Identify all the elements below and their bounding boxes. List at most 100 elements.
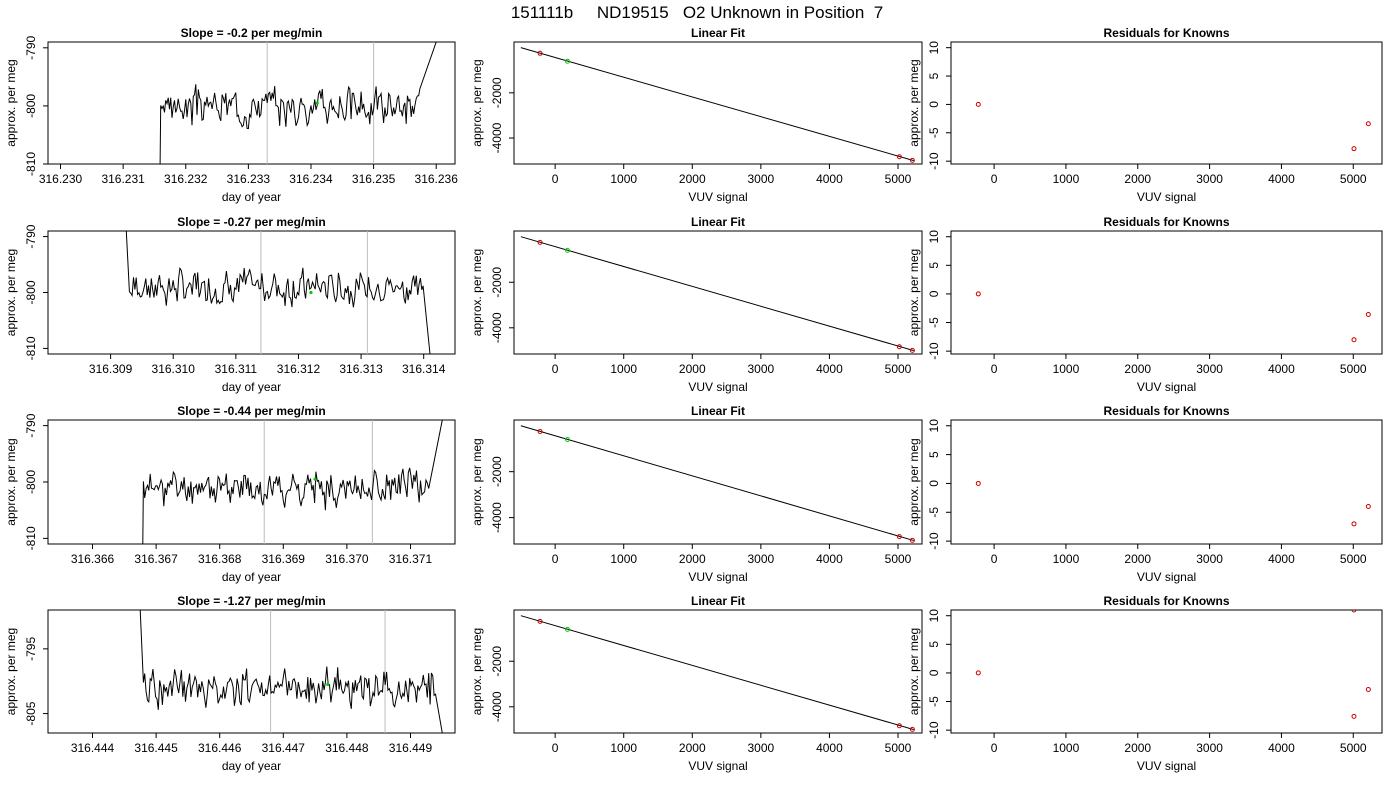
plot-area — [975, 291, 1371, 343]
known-point — [896, 344, 902, 350]
y-tick-label: -790 — [24, 413, 38, 437]
x-tick-label: 0 — [552, 552, 559, 566]
fit-line — [520, 425, 914, 542]
x-tick-label: 316.446 — [198, 741, 242, 755]
x-tick-label: 2000 — [1124, 741, 1151, 755]
plot-frame — [950, 230, 1383, 355]
x-axis-label: VUV signal — [1137, 380, 1196, 394]
y-axis-label: approx. per meg — [4, 438, 18, 525]
x-tick-label: 4000 — [1268, 741, 1295, 755]
y-tick-label: -4000 — [490, 691, 504, 722]
panel-r2-fit: Linear Fit VUV signal approx. per meg 0 1000… — [470, 215, 923, 394]
known-point — [909, 347, 915, 353]
x-axis-label: day of year — [222, 759, 281, 773]
plot-frame — [513, 230, 923, 355]
panel-r4-fit: Linear Fit VUV signal approx. per meg 0 1000… — [470, 594, 923, 773]
plot-area — [142, 420, 443, 544]
panel-title: Linear Fit — [691, 215, 745, 229]
residual-point — [1351, 713, 1357, 719]
unknown-point — [315, 101, 319, 105]
known-point — [537, 428, 543, 434]
y-axis-label: approx. per meg — [907, 628, 921, 715]
signal-trace — [125, 231, 431, 354]
x-tick-label: 4000 — [816, 172, 843, 186]
residual-point — [1351, 521, 1357, 527]
known-point — [909, 537, 915, 543]
x-tick-label: 0 — [552, 172, 559, 186]
known-point — [537, 50, 543, 56]
plot-area — [520, 47, 915, 163]
y-axis-label: approx. per meg — [470, 438, 484, 525]
x-axis-label: VUV signal — [688, 759, 747, 773]
residual-point — [975, 480, 981, 486]
y-tick-label: -5 — [927, 317, 941, 328]
y-axis-label: approx. per meg — [470, 249, 484, 336]
x-tick-label: 3000 — [1196, 172, 1223, 186]
plot-area — [520, 615, 915, 732]
panel-title: Linear Fit — [691, 594, 745, 608]
x-tick-label: 4000 — [1268, 552, 1295, 566]
x-tick-label: 2000 — [1124, 552, 1151, 566]
plot-frame — [950, 419, 1383, 545]
y-tick-label: 10 — [927, 230, 941, 244]
y-tick-label: 0 — [927, 480, 941, 487]
plot-frame — [47, 41, 456, 165]
unknown-point — [564, 247, 570, 253]
x-tick-label: 316.367 — [134, 552, 178, 566]
x-tick-label: 316.234 — [289, 172, 333, 186]
panel-title: Slope = -0.27 per meg/min — [177, 215, 325, 229]
x-tick-label: 5000 — [885, 362, 912, 376]
x-tick-label: 3000 — [748, 741, 775, 755]
x-tick-label: 316.313 — [339, 362, 383, 376]
residual-point — [1351, 610, 1357, 613]
y-tick-label: -4000 — [490, 312, 504, 343]
x-tick-label: 5000 — [1340, 362, 1367, 376]
fit-line — [520, 236, 914, 352]
x-tick-label: 316.236 — [415, 172, 459, 186]
y-tick-label: -800 — [24, 470, 38, 494]
panel-title: Residuals for Knowns — [1103, 26, 1229, 40]
known-point — [537, 618, 543, 624]
panel-r2-resid: Residuals for Knowns VUV signal approx. pe… — [907, 215, 1383, 394]
x-tick-label: 2000 — [679, 552, 706, 566]
y-axis-label: approx. per meg — [470, 59, 484, 146]
x-tick-label: 0 — [991, 362, 998, 376]
unknown-point — [326, 682, 330, 687]
fit-line — [520, 615, 914, 731]
y-tick-label: -810 — [24, 526, 38, 550]
x-tick-label: 5000 — [1340, 552, 1367, 566]
x-axis-label: VUV signal — [688, 570, 747, 584]
panel-title: Linear Fit — [691, 26, 745, 40]
y-tick-label: 10 — [927, 419, 941, 433]
x-axis-label: day of year — [222, 570, 281, 584]
x-tick-label: 5000 — [885, 172, 912, 186]
x-tick-label: 316.447 — [262, 741, 306, 755]
y-tick-label: -2000 — [490, 646, 504, 677]
x-tick-label: 316.368 — [198, 552, 242, 566]
y-tick-label: -10 — [927, 721, 941, 739]
panel-title: Slope = -1.27 per meg/min — [177, 594, 325, 608]
x-tick-label: 2000 — [1124, 172, 1151, 186]
x-tick-label: 0 — [991, 552, 998, 566]
figure-title: 151111b ND19515 O2 Unknown in Position 7 — [511, 3, 883, 22]
x-tick-label: 1000 — [610, 741, 637, 755]
y-tick-label: -5 — [927, 127, 941, 138]
y-tick-label: 0 — [927, 101, 941, 108]
x-tick-label: 5000 — [885, 552, 912, 566]
panel-r2-trace: Slope = -0.27 per meg/min day of year appr… — [4, 215, 456, 394]
y-tick-label: -810 — [24, 336, 38, 360]
x-axis-label: VUV signal — [1137, 759, 1196, 773]
x-tick-label: 3000 — [748, 552, 775, 566]
x-tick-label: 316.448 — [325, 741, 369, 755]
y-tick-label: -10 — [927, 532, 941, 550]
panel-r3-resid: Residuals for Knowns VUV signal approx. pe… — [907, 404, 1383, 584]
y-tick-label: 5 — [927, 451, 941, 458]
x-tick-label: 316.231 — [101, 172, 145, 186]
signal-trace — [139, 610, 443, 733]
y-tick-label: 0 — [927, 669, 941, 676]
x-tick-label: 2000 — [1124, 362, 1151, 376]
x-tick-label: 4000 — [816, 552, 843, 566]
x-tick-label: 4000 — [816, 362, 843, 376]
fit-line — [520, 47, 914, 162]
